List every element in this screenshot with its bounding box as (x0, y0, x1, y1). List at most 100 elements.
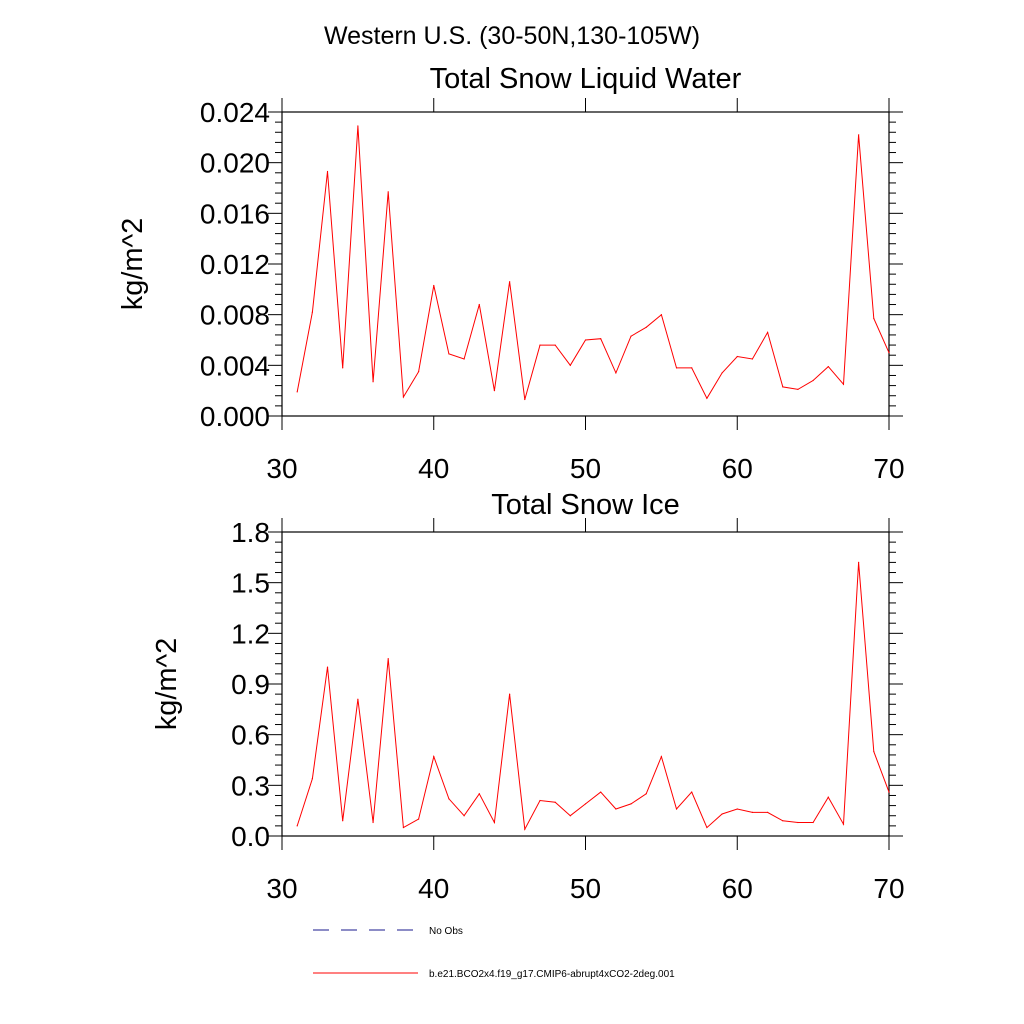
data-point (858, 134, 860, 136)
data-point (524, 828, 526, 830)
data-point (478, 303, 480, 306)
x-tick-label: 70 (873, 453, 904, 484)
data-point (387, 658, 389, 660)
data-point (873, 317, 875, 320)
series-line (296, 125, 890, 400)
data-point (311, 311, 313, 313)
series-line (296, 562, 890, 831)
data-point (888, 791, 890, 793)
data-point (357, 698, 359, 700)
y-tick-label: 0.004 (200, 350, 270, 381)
y-tick-label: 0.3 (231, 770, 270, 801)
data-point (691, 367, 693, 369)
data-point (797, 821, 799, 824)
panel-snow-ice: Total Snow Ice kg/m^2 0.0 0.3 0.6 0.9 1.2 1.5 1.… (151, 489, 905, 904)
x-tick-label: 50 (570, 453, 601, 484)
data-point (721, 813, 723, 815)
y-axis-label: kg/m^2 (151, 638, 183, 731)
data-point (433, 284, 435, 287)
y-tick-label: 1.2 (231, 618, 270, 649)
data-point (736, 808, 738, 810)
data-point (600, 791, 602, 793)
data-point (645, 793, 647, 795)
data-point (539, 344, 541, 346)
y-tick-label: 0.0 (231, 821, 270, 852)
data-point (767, 331, 769, 333)
y-tick-label: 0.008 (200, 300, 270, 331)
data-point (554, 801, 556, 803)
data-point (372, 381, 374, 383)
x-tick-label: 30 (266, 453, 297, 484)
data-point (691, 791, 693, 793)
data-point (706, 397, 708, 399)
data-point (311, 777, 313, 780)
x-tick-label: 60 (722, 453, 753, 484)
y-tick-label: 0.9 (231, 669, 270, 700)
y-axis-label: kg/m^2 (117, 218, 149, 311)
plot-frame (281, 531, 890, 837)
data-point (296, 391, 298, 393)
data-point (675, 808, 678, 810)
data-point (554, 344, 556, 346)
legend-label-no-obs: No Obs (429, 926, 463, 937)
data-point (660, 756, 662, 758)
data-point (584, 339, 587, 341)
chart-title: Total Snow Liquid Water (430, 63, 742, 95)
data-point (326, 666, 329, 668)
figure-title: Western U.S. (30-50N,130-105W) (324, 22, 700, 50)
data-point (812, 379, 814, 382)
data-point (463, 358, 465, 360)
data-point (600, 338, 602, 340)
data-point (888, 352, 890, 354)
data-point (342, 820, 344, 822)
data-point (751, 358, 754, 360)
data-point (645, 326, 647, 328)
data-point (842, 823, 845, 825)
data-point (615, 372, 617, 374)
data-point (372, 821, 374, 824)
data-point (417, 818, 420, 820)
data-point (584, 803, 587, 805)
data-point (842, 383, 845, 385)
x-tick-label: 30 (266, 873, 297, 904)
data-point (782, 820, 784, 822)
x-tick-label: 60 (722, 873, 753, 904)
panel-snow-liquid-water: Total Snow Liquid Water kg/m^2 0.000 0.004 0… (117, 63, 905, 484)
data-point (767, 811, 769, 813)
y-tick-label: 0.024 (200, 97, 270, 128)
legend-label-model: b.e21.BCO2x4.f19_g17.CMIP6-abrupt4xCO2-2… (429, 969, 675, 980)
data-point (357, 125, 359, 127)
data-point (463, 815, 465, 817)
data-point (509, 281, 511, 283)
data-point (326, 170, 329, 173)
data-point (660, 314, 662, 316)
data-point (569, 364, 571, 366)
y-tick-label: 1.8 (231, 517, 270, 548)
data-point (782, 386, 784, 388)
data-point (827, 366, 829, 368)
plot-frame (281, 111, 890, 417)
x-tick-label: 40 (418, 453, 449, 484)
legend: No Obs b.e21.BCO2x4.f19_g17.CMIP6-abrupt… (313, 926, 675, 980)
data-point (630, 335, 632, 337)
data-point (524, 398, 526, 401)
y-tick-label: 0.016 (200, 198, 270, 229)
data-point (751, 811, 754, 813)
data-point (675, 367, 678, 369)
data-point (539, 799, 541, 802)
data-point (402, 826, 404, 829)
data-point (827, 796, 829, 798)
data-point (402, 396, 404, 398)
data-point (509, 693, 511, 695)
data-point (417, 371, 420, 373)
data-point (493, 390, 496, 392)
data-point (630, 803, 632, 805)
y-tick-label: 0.012 (200, 249, 270, 280)
x-tick-label: 40 (418, 873, 449, 904)
data-point (721, 372, 723, 374)
data-point (706, 826, 708, 829)
data-point (387, 191, 389, 193)
x-tick-label: 50 (570, 873, 601, 904)
x-tick-label: 70 (873, 873, 904, 904)
